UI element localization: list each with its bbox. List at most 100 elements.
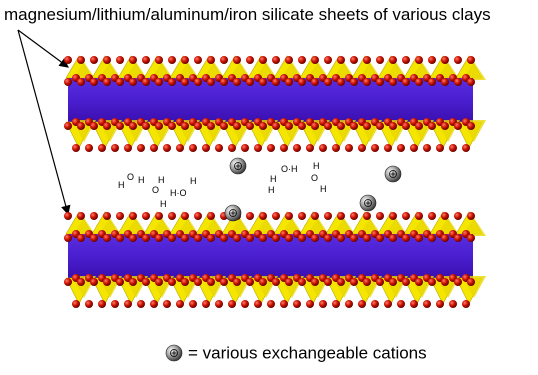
water-atom: H	[190, 176, 197, 186]
oxygen	[376, 56, 384, 64]
oxygen	[129, 212, 137, 220]
oxygen	[241, 144, 249, 152]
oxygen	[298, 278, 306, 286]
oxygen	[259, 278, 267, 286]
oxygen	[116, 56, 124, 64]
oxygen	[259, 212, 267, 220]
oxygen	[415, 212, 423, 220]
oxygen	[168, 212, 176, 220]
oxygen	[324, 56, 332, 64]
oxygen	[389, 212, 397, 220]
oxygen	[337, 278, 345, 286]
oxygen	[142, 122, 150, 130]
oxygen	[155, 234, 163, 242]
oxygen	[467, 78, 475, 86]
oxygen	[467, 278, 475, 286]
oxygen	[402, 212, 410, 220]
oxygen	[462, 300, 470, 308]
oxygen	[181, 234, 189, 242]
oxygen	[259, 56, 267, 64]
oxygen	[311, 234, 319, 242]
oxygen	[415, 56, 423, 64]
water-atom: O	[127, 172, 134, 182]
oxygen	[415, 78, 423, 86]
oxygen	[168, 78, 176, 86]
oxygen	[90, 78, 98, 86]
page: {"header": {"title": "magnesium/lithium/…	[0, 0, 538, 375]
water-atom: H	[138, 175, 145, 185]
oxygen	[410, 300, 418, 308]
oxygen	[194, 234, 202, 242]
oxygen	[142, 78, 150, 86]
oxygen	[220, 56, 228, 64]
oxygen	[285, 212, 293, 220]
oxygen	[111, 300, 119, 308]
oxygen	[298, 78, 306, 86]
oxygen	[137, 144, 145, 152]
oxygen	[98, 300, 106, 308]
oxygen	[181, 56, 189, 64]
oxygen	[181, 78, 189, 86]
oxygen	[423, 300, 431, 308]
oxygen	[116, 212, 124, 220]
oxygen	[428, 278, 436, 286]
cation	[230, 158, 246, 174]
oxygen	[337, 56, 345, 64]
oxygen	[207, 78, 215, 86]
oxygen	[246, 122, 254, 130]
oxygen	[376, 278, 384, 286]
oxygen	[298, 56, 306, 64]
oxygen	[116, 78, 124, 86]
oxygen	[90, 212, 98, 220]
oxygen	[428, 212, 436, 220]
oxygen	[64, 56, 72, 64]
oxygen	[363, 78, 371, 86]
oxygen	[298, 122, 306, 130]
oxygen	[116, 122, 124, 130]
oxygen	[129, 78, 137, 86]
oxygen	[319, 300, 327, 308]
oxygen	[142, 56, 150, 64]
oxygen	[207, 122, 215, 130]
oxygen	[103, 78, 111, 86]
oxygen	[285, 78, 293, 86]
oxygen	[402, 278, 410, 286]
oxygen	[371, 300, 379, 308]
water-atom: O	[311, 173, 318, 183]
oxygen	[402, 56, 410, 64]
oxygen	[363, 278, 371, 286]
oxygen	[220, 278, 228, 286]
oxygen	[441, 122, 449, 130]
oxygen	[98, 144, 106, 152]
oxygen	[129, 278, 137, 286]
oxygen	[64, 78, 72, 86]
oxygen	[228, 300, 236, 308]
oxygen	[207, 234, 215, 242]
oxygen	[220, 122, 228, 130]
oxygen	[384, 144, 392, 152]
water-atom: H	[320, 184, 327, 194]
oxygen	[376, 234, 384, 242]
oxygen	[64, 212, 72, 220]
oxygen	[176, 144, 184, 152]
oxygen	[467, 212, 475, 220]
oxygen	[207, 56, 215, 64]
oxygen	[311, 122, 319, 130]
oxygen	[77, 56, 85, 64]
oxygen	[194, 278, 202, 286]
oxygen	[389, 78, 397, 86]
oxygen	[324, 122, 332, 130]
oxygen	[337, 122, 345, 130]
oxygen	[350, 234, 358, 242]
octahedral-layer	[68, 78, 473, 122]
oxygen	[449, 144, 457, 152]
oxygen	[306, 300, 314, 308]
oxygen	[267, 144, 275, 152]
oxygen	[176, 300, 184, 308]
oxygen	[246, 234, 254, 242]
oxygen	[163, 144, 171, 152]
oxygen	[220, 78, 228, 86]
oxygen	[168, 278, 176, 286]
oxygen	[449, 300, 457, 308]
